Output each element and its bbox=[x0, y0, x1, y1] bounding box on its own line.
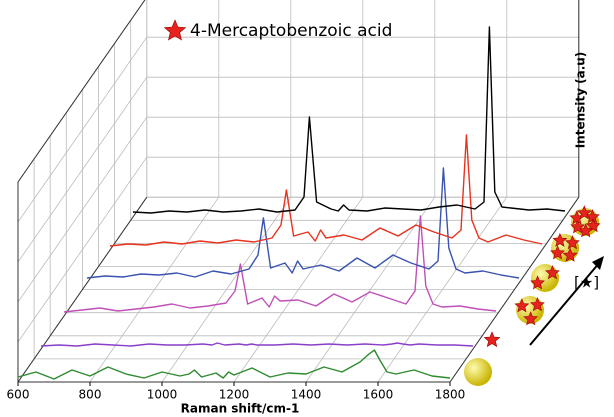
x-tick-label: 1000 bbox=[147, 388, 178, 402]
concentration-label: [★] bbox=[574, 274, 599, 292]
grid-line bbox=[305, 196, 436, 383]
spectrum-line bbox=[17, 349, 451, 380]
wall-grid bbox=[17, 116, 148, 303]
star-icon bbox=[530, 297, 545, 312]
star-icon bbox=[565, 235, 580, 250]
spectrum-line bbox=[86, 167, 520, 279]
star-icon bbox=[550, 245, 565, 260]
plot bbox=[17, 26, 566, 380]
axis-line bbox=[449, 196, 580, 383]
star-icon bbox=[523, 311, 539, 326]
x-tick-label: 1200 bbox=[219, 388, 250, 402]
x-tick-label: 1800 bbox=[435, 388, 466, 402]
x-axis-label: Raman shift/cm-1 bbox=[181, 402, 300, 416]
grid-line bbox=[233, 196, 364, 383]
x-tick-label: 1600 bbox=[363, 388, 394, 402]
grid-line bbox=[377, 196, 508, 383]
axes-box: 600 800 1000 1200 1400 1600 1800 bbox=[7, 0, 580, 402]
star-icon bbox=[552, 232, 568, 247]
star-icon bbox=[576, 205, 592, 220]
star-icon bbox=[562, 247, 578, 262]
spectrum-line bbox=[132, 26, 566, 214]
grid-line bbox=[89, 196, 220, 383]
star-icon bbox=[483, 331, 501, 348]
star-icon bbox=[570, 219, 585, 234]
star-icon bbox=[545, 265, 560, 280]
star-icon bbox=[514, 298, 530, 313]
wall-grid bbox=[17, 36, 148, 223]
nanoparticle bbox=[464, 358, 492, 386]
x-tick-label: 1400 bbox=[291, 388, 322, 402]
y-axis-label: Intensity (a.u) bbox=[574, 52, 588, 149]
arrow bbox=[529, 261, 601, 346]
wall-grid bbox=[17, 156, 148, 343]
star-icon bbox=[530, 275, 545, 290]
arrow-head bbox=[592, 256, 604, 270]
axis-line bbox=[17, 0, 146, 183]
wall-grid bbox=[17, 76, 148, 263]
nanoparticle-diagram bbox=[464, 205, 604, 386]
legend-label: 4-Mercaptobenzoic acid bbox=[190, 21, 392, 41]
x-tick-label: 800 bbox=[79, 388, 102, 402]
legend-star bbox=[163, 19, 187, 41]
spectrum-line bbox=[109, 134, 543, 247]
spectrum-line bbox=[40, 342, 474, 347]
spectrum-line bbox=[63, 215, 497, 313]
x-tick-label: 600 bbox=[7, 388, 30, 402]
grid-line bbox=[161, 196, 292, 383]
axis-line bbox=[17, 196, 148, 383]
